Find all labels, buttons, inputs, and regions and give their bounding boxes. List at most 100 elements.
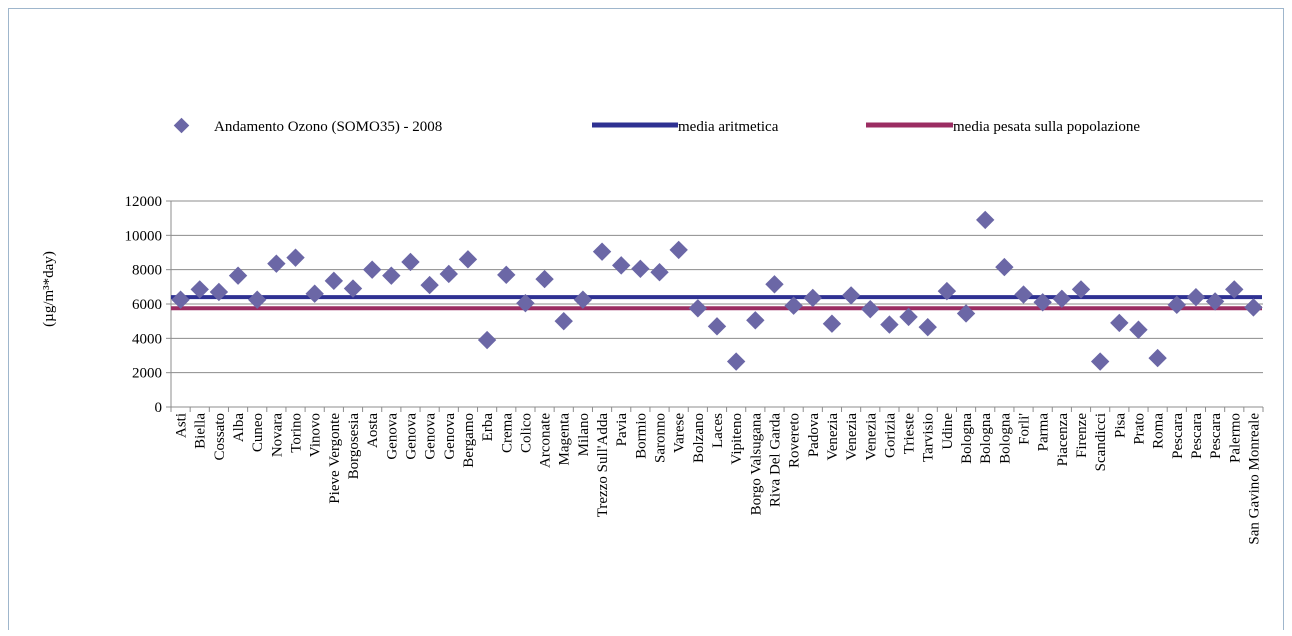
- x-tick-label: Padova: [806, 413, 822, 458]
- data-point-34: [822, 314, 842, 333]
- data-point-20: [554, 311, 573, 331]
- x-tick-label: Bolzano: [691, 413, 707, 463]
- x-tick-label: Prato: [1131, 413, 1147, 445]
- data-point-40: [937, 281, 957, 301]
- x-tick-label: Bergamo: [461, 413, 477, 468]
- x-tick-label: Aosta: [365, 413, 381, 448]
- data-point-30: [746, 311, 765, 330]
- legend-marker-swatch: [173, 117, 190, 134]
- data-point-42: [976, 210, 995, 230]
- data-point-49: [1110, 313, 1129, 333]
- y-tick-label: 2000: [132, 366, 162, 382]
- x-tick-label: Udine: [940, 413, 956, 450]
- data-point-41: [956, 304, 976, 323]
- x-tick-label: Varese: [672, 413, 688, 453]
- y-tick-label: 0: [155, 400, 163, 416]
- data-point-4: [248, 290, 267, 309]
- data-point-26: [669, 240, 688, 260]
- data-point-55: [1225, 280, 1244, 299]
- x-tick-label: Crema: [499, 413, 515, 453]
- data-point-6: [286, 248, 305, 267]
- x-tick-label: Bologna: [959, 413, 975, 464]
- chart-frame: Andamento Ozono (SOMO35) - 2008 media ar…: [8, 8, 1284, 630]
- x-tick-label: Bormio: [633, 413, 649, 459]
- data-point-14: [439, 264, 458, 284]
- data-point-56: [1244, 298, 1263, 317]
- x-tick-label: Venezia: [825, 413, 841, 461]
- x-tick-label: Genova: [403, 413, 419, 460]
- y-axis-label: (µg/m³*day): [41, 251, 57, 327]
- x-tick-label: Trieste: [902, 413, 918, 454]
- x-tick-label: Genova: [384, 413, 400, 460]
- x-tick-label: Venezia: [863, 413, 879, 461]
- gridlines: [166, 200, 1263, 408]
- data-point-0: [171, 290, 190, 309]
- data-points: [171, 210, 1263, 371]
- x-tick-label: Biella: [193, 413, 209, 449]
- x-tick-label: Scandicci: [1093, 413, 1109, 471]
- x-tick-label: Vipiteno: [729, 413, 745, 465]
- data-point-22: [592, 242, 612, 261]
- x-tick-label: Parma: [1036, 413, 1052, 452]
- x-tick-label: Magenta: [557, 413, 573, 466]
- y-tick-label: 8000: [132, 263, 162, 279]
- data-point-19: [535, 269, 554, 289]
- legend-label-weighted: media pesata sulla popolazione: [953, 119, 1140, 135]
- x-tick-label: Asti: [174, 413, 190, 438]
- x-tick-label: Palermo: [1227, 413, 1243, 463]
- x-tick-label: Borgo Valsugana: [748, 413, 764, 516]
- legend-label-markers: Andamento Ozono (SOMO35) - 2008: [214, 119, 442, 135]
- legend-label-arithmetic: media aritmetica: [678, 119, 779, 135]
- y-tick-label: 12000: [125, 194, 163, 210]
- x-tick-label: Roma: [1151, 413, 1167, 449]
- data-point-3: [228, 266, 248, 285]
- legend: Andamento Ozono (SOMO35) - 2008 media ar…: [173, 117, 1140, 135]
- x-tick-label: Erba: [480, 413, 496, 442]
- data-point-54: [1205, 292, 1225, 311]
- data-point-13: [420, 275, 439, 295]
- x-tick-label: Laces: [710, 413, 726, 448]
- data-point-15: [458, 250, 478, 269]
- data-point-27: [688, 299, 708, 318]
- data-point-29: [726, 352, 746, 371]
- data-point-51: [1148, 348, 1167, 368]
- legend-item-markers: Andamento Ozono (SOMO35) - 2008: [173, 117, 442, 135]
- data-point-28: [707, 317, 727, 336]
- ozone-chart: Andamento Ozono (SOMO35) - 2008 media ar…: [41, 117, 1264, 545]
- data-point-24: [631, 259, 650, 279]
- data-point-44: [1014, 285, 1033, 304]
- data-point-2: [209, 282, 229, 302]
- x-tick-label: Genova: [423, 413, 439, 460]
- data-point-48: [1090, 352, 1110, 371]
- data-point-50: [1129, 320, 1148, 339]
- x-tick-label: Borgosesia: [346, 413, 362, 480]
- data-point-7: [305, 284, 324, 303]
- x-tick-labels: Asti Biella Cossato Alba Cuneo Novara Torino Vi…: [174, 413, 1263, 545]
- data-point-11: [382, 266, 401, 285]
- x-tick-label: Pescara: [1189, 413, 1205, 459]
- x-tick-label: Venezia: [844, 413, 860, 461]
- x-tick-label: Novara: [269, 413, 285, 457]
- data-point-16: [477, 330, 497, 350]
- data-point-53: [1186, 287, 1206, 307]
- x-tick-label: Firenze: [1074, 413, 1090, 458]
- data-point-10: [362, 260, 382, 279]
- data-point-17: [497, 265, 516, 285]
- axes: [170, 201, 1264, 412]
- x-tick-label: Pescara: [1208, 413, 1224, 459]
- mean-lines: [171, 295, 1262, 311]
- x-tick-label: Colico: [518, 413, 534, 453]
- data-point-37: [880, 315, 899, 334]
- x-tick-label: Pescara: [1170, 413, 1186, 459]
- data-point-12: [401, 252, 420, 272]
- x-tick-label: Pavia: [614, 413, 630, 447]
- data-point-52: [1167, 295, 1186, 315]
- x-tick-label: Torino: [289, 413, 305, 453]
- data-point-31: [765, 275, 784, 294]
- x-tick-label: Tarvisio: [921, 413, 937, 462]
- data-point-39: [918, 317, 937, 337]
- x-tick-label: Genova: [442, 413, 458, 460]
- data-point-9: [343, 279, 363, 298]
- x-tick-label: Trezzo Sull'Adda: [595, 413, 611, 518]
- data-point-8: [324, 271, 344, 291]
